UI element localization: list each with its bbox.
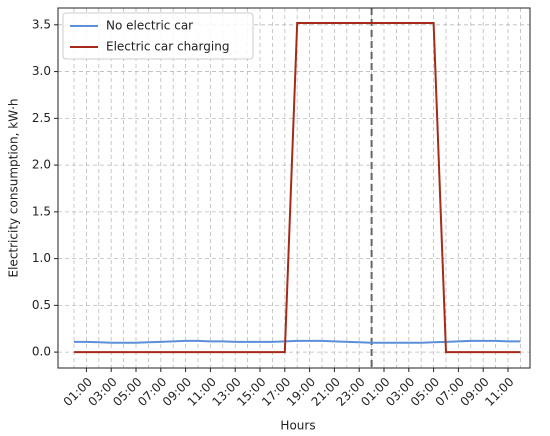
legend-label: Electric car charging bbox=[106, 40, 229, 54]
y-tick-label: 2.5 bbox=[32, 111, 51, 125]
y-tick-label: 1.5 bbox=[32, 204, 51, 218]
legend: No electric car Electric car charging bbox=[62, 12, 254, 60]
y-tick-label: 3.0 bbox=[32, 64, 51, 78]
y-tick-label: 3.5 bbox=[32, 17, 51, 31]
x-tick-label: 11:00 bbox=[482, 375, 516, 409]
series-line bbox=[74, 339, 521, 344]
legend-box bbox=[62, 12, 254, 60]
x-axis-label: Hours bbox=[280, 419, 315, 433]
series-line bbox=[74, 21, 521, 354]
y-axis-label: Electricity consumption, kW·h bbox=[7, 99, 21, 278]
y-tick-label: 2.0 bbox=[32, 158, 51, 172]
y-tick-label: 1.0 bbox=[32, 251, 51, 265]
legend-label: No electric car bbox=[106, 19, 193, 33]
y-tick-label: 0.5 bbox=[32, 298, 51, 312]
plot-frame bbox=[57, 7, 531, 369]
y-tick-label: 0.0 bbox=[32, 345, 51, 359]
